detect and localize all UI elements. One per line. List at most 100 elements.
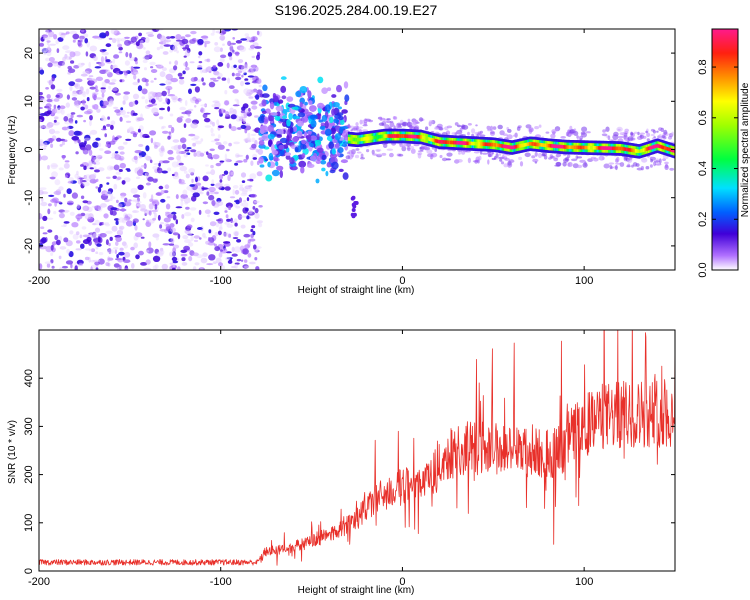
spectrogram-cell [194, 86, 200, 93]
spectrogram-cell [537, 152, 543, 158]
spectrogram-cell [458, 141, 460, 145]
spectrogram-cell [431, 138, 433, 142]
spectrogram-cell [54, 234, 59, 241]
spectrogram-cell [386, 148, 394, 151]
colorbar-label: Normalized spectral amplitude [740, 82, 750, 217]
spectrogram-cell [175, 34, 182, 41]
spectrogram-cell [84, 38, 88, 44]
spectrogram-cell [142, 218, 145, 221]
spectrogram-cell [438, 140, 440, 144]
spectrogram-cell [138, 250, 144, 256]
spectrogram-cell [503, 133, 508, 136]
spectrogram-cell [213, 243, 217, 247]
spectrogram-cell [257, 148, 264, 155]
spectrogram-cell [39, 139, 44, 143]
spectrogram-cell [268, 152, 274, 161]
spectrogram-cell [172, 232, 179, 236]
spectrogram-cell [618, 146, 620, 151]
spectrogram-cell [118, 169, 123, 172]
spectrogram-cell [668, 147, 670, 152]
spectrogram-cell [122, 94, 129, 101]
spectrogram-cell [200, 138, 204, 142]
spectrogram-cell [342, 172, 349, 180]
spectrogram-cell [277, 99, 284, 104]
spectrogram-cell [371, 149, 375, 155]
spectrogram-cell [590, 145, 593, 150]
spectrogram-cell [182, 189, 188, 196]
spectrogram-cell [180, 197, 184, 202]
spectrogram-cell [629, 148, 631, 152]
spectrogram-cell [55, 189, 62, 196]
spectrogram-cell [513, 145, 516, 149]
spectrogram-cell [144, 172, 150, 176]
spectrogram-cell [244, 138, 249, 143]
spectrogram-cell [522, 143, 524, 148]
spectrogram-cell [340, 159, 348, 164]
spectrogram-cell [335, 142, 340, 149]
spectrogram-cell [195, 150, 202, 157]
spectrogram-cell [91, 155, 95, 162]
spectrogram-cell [144, 37, 150, 43]
spectrogram-cell [56, 48, 60, 53]
spectrogram-cell [228, 205, 231, 209]
spectrogram-cell [516, 144, 518, 149]
spectrogram-cell [428, 137, 430, 141]
spectrogram-cell [74, 120, 78, 124]
spectrogram-cell [224, 29, 232, 32]
spectrogram-cell [135, 232, 143, 238]
spectrogram-cell [39, 97, 46, 104]
spectrogram-cell [46, 40, 51, 43]
spectrogram-cell [244, 259, 248, 263]
spectrogram-cell [169, 49, 173, 53]
spectrogram-cell [534, 126, 539, 130]
spectrogram-cell [134, 100, 139, 105]
spectrogram-cell [198, 51, 203, 56]
spectrogram-cell [435, 139, 437, 143]
spectrogram-cell [244, 123, 251, 127]
spectrogram-cell [353, 137, 355, 142]
spectrogram-cell [88, 77, 95, 81]
spectrogram-cell [230, 171, 234, 176]
spectrogram-cell [506, 134, 513, 140]
spectrogram-cell [366, 136, 368, 141]
spectrogram-cell [541, 143, 543, 147]
spectrogram-cell [97, 186, 102, 193]
spectrogram-cell [383, 134, 385, 138]
spectrogram-cell [100, 128, 107, 131]
spectrogram-cell [224, 186, 231, 191]
spectrogram-cell [43, 124, 52, 129]
spectrogram-cell [653, 144, 655, 149]
spectrogram-cell [108, 82, 116, 85]
spectrogram-cell [603, 146, 605, 150]
spectrogram-cell [385, 134, 387, 138]
spectrogram-cell [331, 134, 335, 139]
spectrogram-cell [655, 163, 662, 166]
spectrogram-cell [141, 96, 145, 100]
spectrogram-cell [456, 140, 458, 145]
spectrogram-cell [250, 228, 254, 233]
spectrogram-cell [600, 146, 602, 150]
spectrogram-cell [233, 64, 237, 69]
spectrogram-cell [116, 267, 121, 270]
spectrogram-cell [670, 148, 672, 152]
spectrogram-cell [188, 88, 192, 95]
spectrogram-cell [166, 196, 171, 199]
spectrogram-cell [355, 122, 359, 127]
spectrogram-cell [517, 144, 519, 149]
spectrogram-cell [185, 44, 190, 50]
spectrogram-cell [652, 130, 657, 134]
spectrogram-cell [152, 265, 158, 270]
spectrogram-cell [243, 199, 247, 203]
spectrogram-cell [231, 253, 238, 257]
spectrogram-cell [96, 108, 101, 113]
spectrogram-cell [92, 259, 101, 263]
spectrogram-cell [222, 232, 229, 237]
spectrogram-cell [250, 193, 257, 198]
spectrogram-cell [362, 137, 364, 141]
spectrogram-cell [115, 220, 119, 226]
spectrogram-cell [415, 134, 418, 139]
spectrogram-cell [254, 207, 259, 214]
spectrogram-cell [95, 267, 99, 270]
spectrogram-cell [326, 161, 332, 168]
spectrogram-cell [178, 162, 184, 166]
